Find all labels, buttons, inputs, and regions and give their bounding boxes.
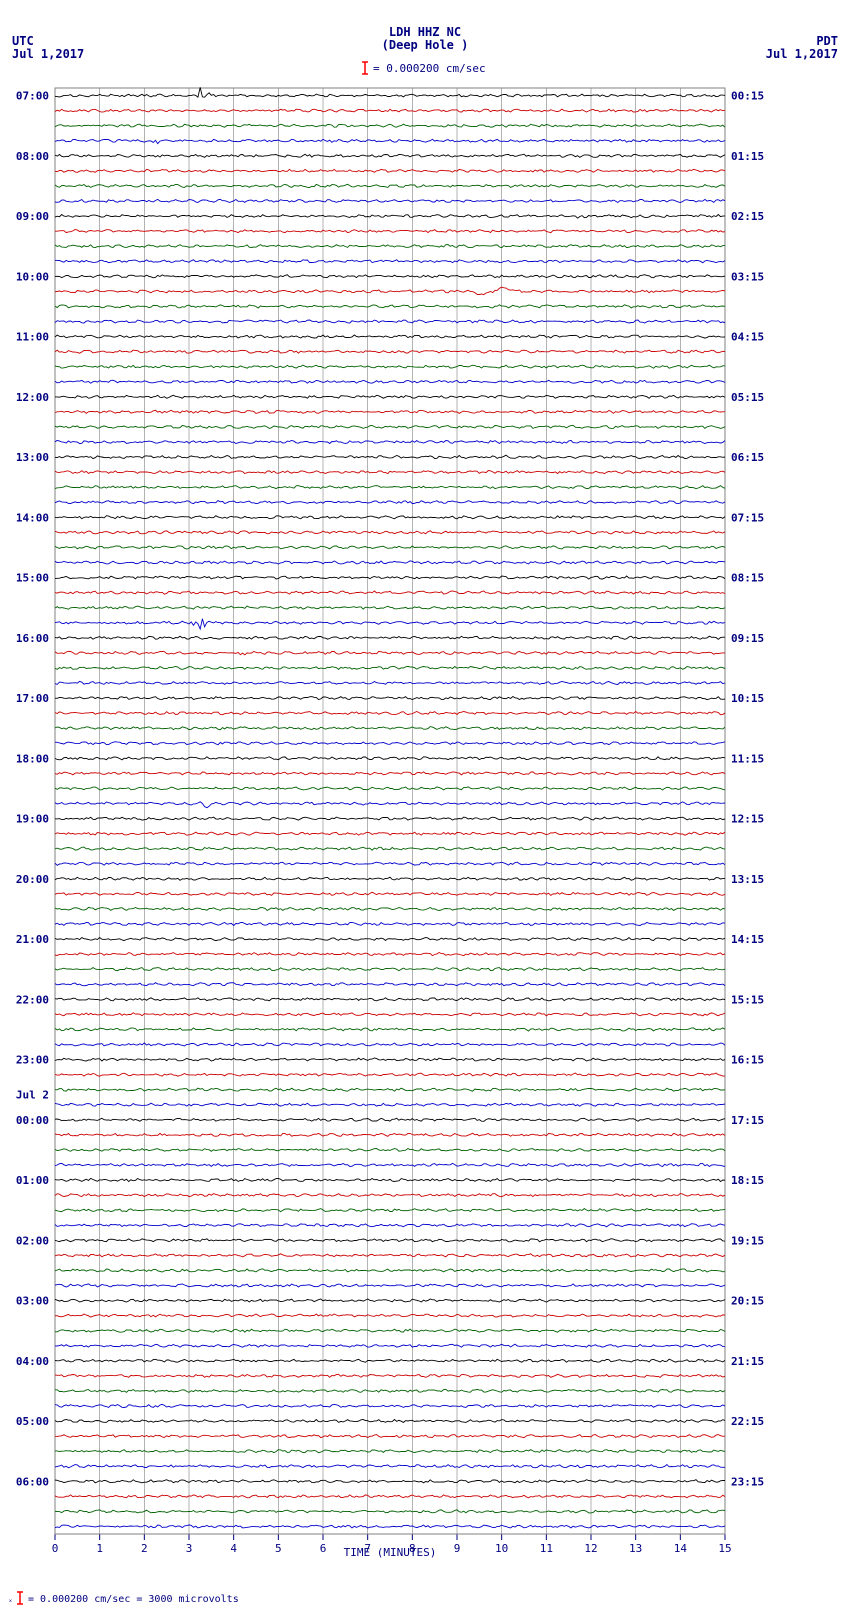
right-date-label: Jul 1,2017 [766, 47, 838, 61]
left-time-label: 06:00 [16, 1475, 49, 1488]
xaxis-tick-label: 1 [96, 1542, 103, 1555]
left-time-label: 19:00 [16, 813, 49, 826]
scale-label: = 0.000200 cm/sec [373, 62, 486, 75]
right-time-label: 18:15 [731, 1174, 764, 1187]
xaxis-tick-label: 0 [52, 1542, 59, 1555]
xaxis-tick-label: 14 [674, 1542, 688, 1555]
right-time-label: 09:15 [731, 632, 764, 645]
left-time-label: Jul 2 [16, 1089, 49, 1102]
seismogram-chart: LDH HHZ NC(Deep Hole ) = 0.000200 cm/sec U… [0, 0, 850, 1613]
right-time-label: 04:15 [731, 331, 764, 344]
right-time-label: 20:15 [731, 1295, 764, 1308]
right-time-label: 03:15 [731, 270, 764, 283]
xaxis-tick-label: 6 [320, 1542, 327, 1555]
right-time-label: 07:15 [731, 511, 764, 524]
left-time-label: 10:00 [16, 270, 49, 283]
right-time-label: 01:15 [731, 150, 764, 163]
left-time-label: 09:00 [16, 210, 49, 223]
right-time-label: 15:15 [731, 993, 764, 1006]
chart-background [0, 0, 850, 1613]
station-title: LDH HHZ NC [389, 25, 461, 39]
right-time-label: 14:15 [731, 933, 764, 946]
left-time-label: 03:00 [16, 1295, 49, 1308]
left-time-label: 15:00 [16, 572, 49, 585]
right-time-label: 11:15 [731, 752, 764, 765]
left-date-label: Jul 1,2017 [12, 47, 84, 61]
xaxis-tick-label: 10 [495, 1542, 508, 1555]
left-time-label: 04:00 [16, 1355, 49, 1368]
xaxis-tick-label: 12 [584, 1542, 597, 1555]
left-time-label: 23:00 [16, 1054, 49, 1067]
left-time-label: 22:00 [16, 993, 49, 1006]
left-time-label: 02:00 [16, 1234, 49, 1247]
footer-calibration-label: = 0.000200 cm/sec = 3000 microvolts [28, 1594, 239, 1605]
xaxis-tick-label: 13 [629, 1542, 642, 1555]
left-time-label: 01:00 [16, 1174, 49, 1187]
right-time-label: 12:15 [731, 813, 764, 826]
left-time-label: 00:00 [16, 1114, 49, 1127]
right-time-label: 00:15 [731, 90, 764, 103]
xaxis-tick-label: 3 [186, 1542, 193, 1555]
right-time-label: 06:15 [731, 451, 764, 464]
right-timezone-label: PDT [816, 34, 838, 48]
right-time-label: 05:15 [731, 391, 764, 404]
left-time-label: 17:00 [16, 692, 49, 705]
left-time-label: 20:00 [16, 873, 49, 886]
left-time-label: 13:00 [16, 451, 49, 464]
right-time-label: 19:15 [731, 1234, 764, 1247]
xaxis-tick-label: 2 [141, 1542, 148, 1555]
xaxis-tick-label: 4 [230, 1542, 237, 1555]
right-time-label: 23:15 [731, 1475, 764, 1488]
right-time-label: 16:15 [731, 1054, 764, 1067]
right-time-label: 02:15 [731, 210, 764, 223]
right-time-label: 17:15 [731, 1114, 764, 1127]
left-time-label: 21:00 [16, 933, 49, 946]
left-time-label: 08:00 [16, 150, 49, 163]
right-time-label: 13:15 [731, 873, 764, 886]
left-timezone-label: UTC [12, 34, 34, 48]
left-time-label: 16:00 [16, 632, 49, 645]
left-time-label: 14:00 [16, 511, 49, 524]
left-time-label: 12:00 [16, 391, 49, 404]
svg-text:ₓ: ₓ [8, 1595, 13, 1604]
xaxis-label: TIME (MINUTES) [344, 1546, 437, 1559]
xaxis-tick-label: 15 [718, 1542, 731, 1555]
left-time-label: 07:00 [16, 90, 49, 103]
location-subtitle: (Deep Hole ) [382, 38, 469, 52]
right-time-label: 22:15 [731, 1415, 764, 1428]
right-time-label: 10:15 [731, 692, 764, 705]
right-time-label: 08:15 [731, 572, 764, 585]
left-time-label: 18:00 [16, 752, 49, 765]
left-time-label: 11:00 [16, 331, 49, 344]
xaxis-tick-label: 9 [454, 1542, 461, 1555]
xaxis-tick-label: 11 [540, 1542, 553, 1555]
right-time-label: 21:15 [731, 1355, 764, 1368]
left-time-label: 05:00 [16, 1415, 49, 1428]
xaxis-tick-label: 5 [275, 1542, 282, 1555]
